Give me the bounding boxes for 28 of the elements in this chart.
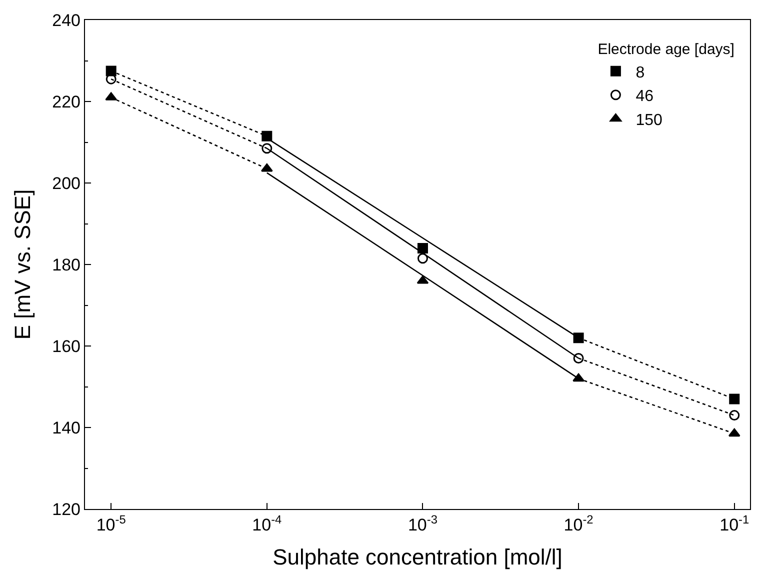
y-tick-label: 240: [52, 10, 80, 30]
point: [262, 143, 272, 154]
x-tick-label: 10$^{-3}$: [408, 512, 438, 534]
y-tick-label: 200: [52, 174, 80, 193]
x-axis-title: Sulphate concentration [mol/l]: [272, 544, 562, 570]
point: [262, 130, 272, 142]
point: [573, 352, 584, 364]
point: [260, 163, 273, 172]
x-tick-label: 10$^{-1}$: [720, 512, 750, 534]
y-tick-label: 120: [52, 500, 80, 519]
x-tick-label: 10$^{-4}$: [252, 512, 282, 534]
y-tick-label: 180: [52, 255, 80, 274]
x-tick-label: 10$^{-2}$: [564, 512, 594, 534]
x-tick-label: 10$^{-5}$: [96, 512, 126, 534]
point: [417, 242, 428, 254]
y-tick-label: 220: [52, 92, 80, 112]
legend-label: 8: [636, 64, 645, 82]
point: [573, 332, 584, 344]
legend-label: 46: [636, 88, 654, 106]
legend-title: Electrode age [days]: [598, 41, 734, 58]
y-tick-label: 140: [52, 418, 80, 438]
point: [729, 410, 740, 421]
legend-label: 150: [636, 112, 662, 129]
point: [728, 428, 740, 437]
point: [417, 253, 428, 264]
y-tick-label: 160: [52, 336, 80, 356]
point: [729, 394, 740, 404]
y-axis-title: E [mV vs. SSE]: [10, 189, 35, 340]
